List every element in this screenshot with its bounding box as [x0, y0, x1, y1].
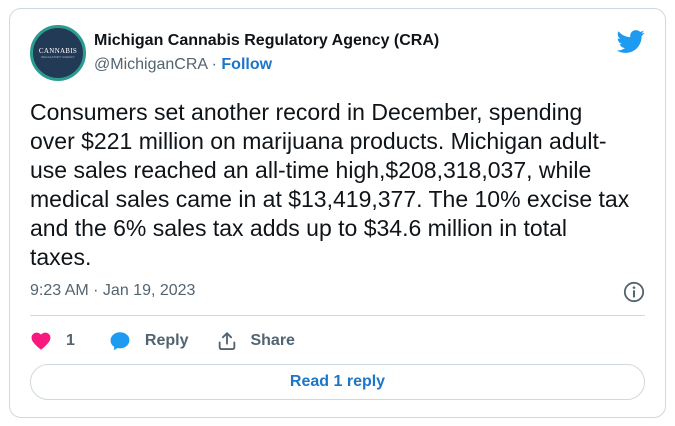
like-button[interactable]: 1 — [30, 330, 75, 352]
display-name[interactable]: Michigan Cannabis Regulatory Agency (CRA… — [94, 32, 440, 49]
twitter-bird-icon[interactable] — [617, 27, 645, 55]
reply-button[interactable]: Reply — [109, 330, 189, 352]
share-icon — [219, 332, 236, 350]
share-button[interactable]: Share — [216, 330, 295, 352]
tweet-text: Consumers set another record in December… — [30, 99, 630, 270]
tweet-card: CANNABIS REGULATORY AGENCY Michigan Cann… — [9, 8, 666, 418]
follow-button[interactable]: Follow — [221, 56, 273, 73]
divider — [30, 315, 645, 316]
handle-separator: · — [211, 56, 217, 73]
action-bar: 1 Reply Share — [30, 327, 295, 355]
like-count: 1 — [66, 332, 75, 349]
share-label: Share — [250, 332, 295, 349]
info-icon[interactable] — [623, 281, 645, 303]
read-replies-button[interactable]: Read 1 reply — [30, 364, 645, 400]
tweet-timestamp[interactable]: 9:23 AM · Jan 19, 2023 — [30, 282, 196, 299]
avatar[interactable]: CANNABIS REGULATORY AGENCY — [30, 25, 86, 81]
reply-bubble-icon — [110, 332, 130, 351]
handle-line: @MichiganCRA · Follow — [94, 55, 439, 75]
avatar-logo-text: CANNABIS — [38, 47, 78, 55]
account-info: Michigan Cannabis Regulatory Agency (CRA… — [94, 31, 439, 75]
account-handle[interactable]: @MichiganCRA — [94, 56, 208, 73]
tweet-header: CANNABIS REGULATORY AGENCY Michigan Cann… — [30, 25, 645, 81]
heart-icon — [31, 332, 51, 350]
reply-label: Reply — [144, 332, 189, 349]
avatar-logo-subtext: REGULATORY AGENCY — [41, 55, 75, 59]
